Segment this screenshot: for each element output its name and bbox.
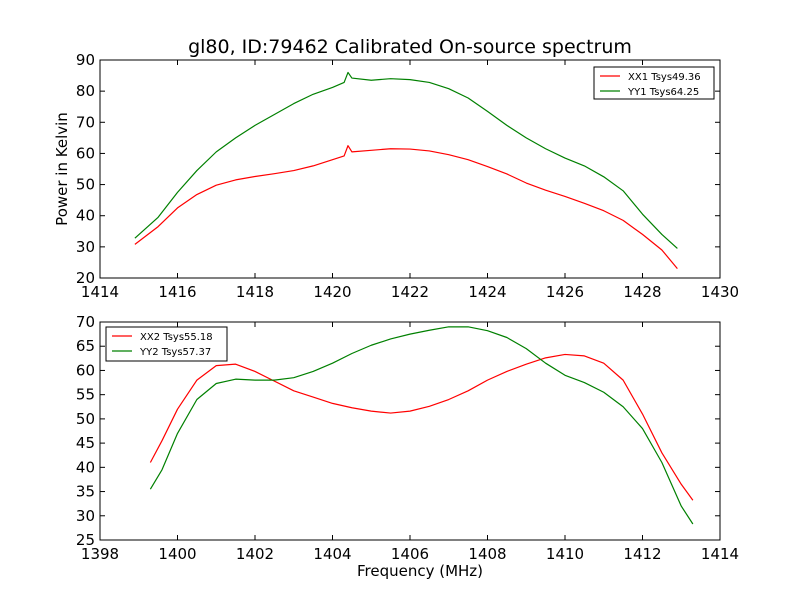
y-tick-label: 65 [76,337,95,355]
y-tick-label: 20 [76,269,95,287]
series-line-xx [149,353,694,501]
series-line-xx [134,145,678,270]
legend-label: XX1 Tsys49.36 [628,72,701,83]
chart-title: gl80, ID:79462 Calibrated On-source spec… [188,36,632,58]
bottom-panel: 1398 1400 1402 1404 1406 1408 1410 1412 1414 25 30… [76,313,739,580]
x-tick-label: 1410 [546,545,584,563]
y-tick-label: 55 [76,386,95,404]
x-tick-label: 1428 [623,283,661,301]
x-tick-label: 1408 [468,545,506,563]
y-tick-label: 30 [76,238,95,256]
y-tick-label: 45 [76,434,95,452]
x-tick-label: 1402 [236,545,274,563]
series-line-yy [149,326,694,525]
y-tick-label: 60 [76,144,95,162]
y-tick-label: 25 [76,531,95,549]
y-tick-label: 60 [76,361,95,379]
legend-label: XX2 Tsys55.18 [140,332,213,343]
top-panel: 1414 1416 1418 1420 1422 1424 1426 1428 1430 20 30… [53,51,739,301]
y-tick-label: 40 [76,458,95,476]
y-tick-label: 70 [76,113,95,131]
y-tick-label: 90 [76,51,95,69]
legend-label: YY1 Tsys64.25 [627,87,699,98]
y-tick-label: 40 [76,207,95,225]
x-tick-label: 1418 [236,283,274,301]
x-tick-label: 1398 [81,545,119,563]
x-tick-label: 1400 [158,545,196,563]
plot-frame [99,321,721,541]
legend-label: YY2 Tsys57.37 [139,347,211,358]
x-tick-label: 1416 [158,283,196,301]
x-tick-label: 1424 [468,283,506,301]
y-tick-label: 50 [76,176,95,194]
y-tick-label: 30 [76,507,95,525]
x-tick-label: 1406 [391,545,429,563]
y-tick-label: 50 [76,410,95,428]
x-axis-label: Frequency (MHz) [357,562,483,580]
x-tick-label: 1420 [313,283,351,301]
x-tick-label: 1426 [546,283,584,301]
y-axis-label: Power in Kelvin [53,112,71,226]
y-tick-label: 80 [76,82,95,100]
y-tick-label: 70 [76,313,95,331]
legend-box [593,66,715,100]
x-tick-label: 1422 [391,283,429,301]
x-tick-label: 1412 [623,545,661,563]
x-tick-label: 1430 [701,283,739,301]
x-tick-label: 1404 [313,545,351,563]
x-tick-label: 1414 [701,545,739,563]
plot-frame [99,59,721,279]
x-tick-label: 1414 [81,283,119,301]
legend-box [105,326,228,362]
series-line-yy [134,71,678,249]
y-tick-label: 35 [76,483,95,501]
